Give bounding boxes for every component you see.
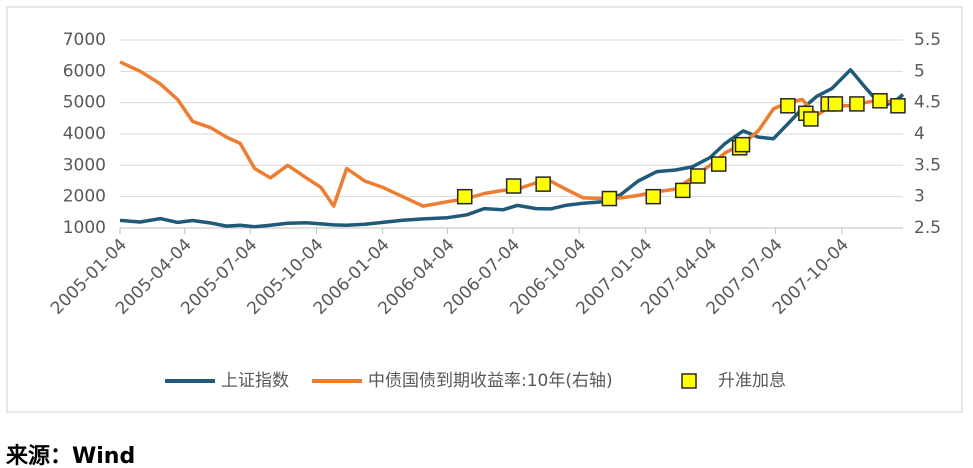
y-tick-label: 2000 — [63, 187, 106, 207]
y-tick-label: 1000 — [63, 218, 106, 238]
y-tick-label: 5000 — [63, 93, 106, 113]
marker — [849, 96, 865, 112]
legend-label: 中债国债到期收益率:10年(右轴) — [368, 371, 613, 391]
y2-tick-label: 2.5 — [914, 218, 941, 238]
y-tick-label: 3000 — [63, 155, 106, 175]
line-series — [119, 68, 905, 229]
y2-tick-label: 5.5 — [914, 30, 941, 50]
chart-frame — [6, 6, 963, 413]
legend-label: 上证指数 — [221, 371, 289, 391]
source: 来源：Wind — [6, 444, 136, 468]
marker — [601, 190, 618, 207]
y-tick-label: 6000 — [63, 61, 106, 81]
y-tick-label: 4000 — [63, 124, 106, 144]
legend-label: 升准加息 — [718, 371, 786, 391]
y-tick-label: 7000 — [63, 30, 106, 50]
marker — [872, 93, 888, 109]
marker — [780, 98, 796, 114]
marker — [456, 188, 473, 205]
marker — [505, 178, 522, 194]
chart: 1000 2000 3000 4000 5000 6000 7000 2.5 3 3.5 4 4.5 5… — [6, 6, 963, 413]
y2-tick-label: 4 — [914, 124, 925, 144]
marker — [803, 111, 819, 127]
marker — [827, 96, 844, 112]
y2-tick-label: 5 — [914, 61, 925, 81]
y2-tick-label: 3 — [914, 187, 925, 207]
marker — [645, 188, 662, 205]
marker — [675, 182, 691, 199]
marker — [711, 156, 727, 172]
marker — [535, 176, 551, 192]
marker — [690, 168, 706, 184]
y2-tick-label: 3.5 — [914, 155, 941, 175]
y2-tick-label: 4.5 — [914, 93, 941, 113]
marker — [734, 136, 751, 153]
marker — [890, 98, 906, 114]
legend-swatch — [681, 373, 697, 389]
